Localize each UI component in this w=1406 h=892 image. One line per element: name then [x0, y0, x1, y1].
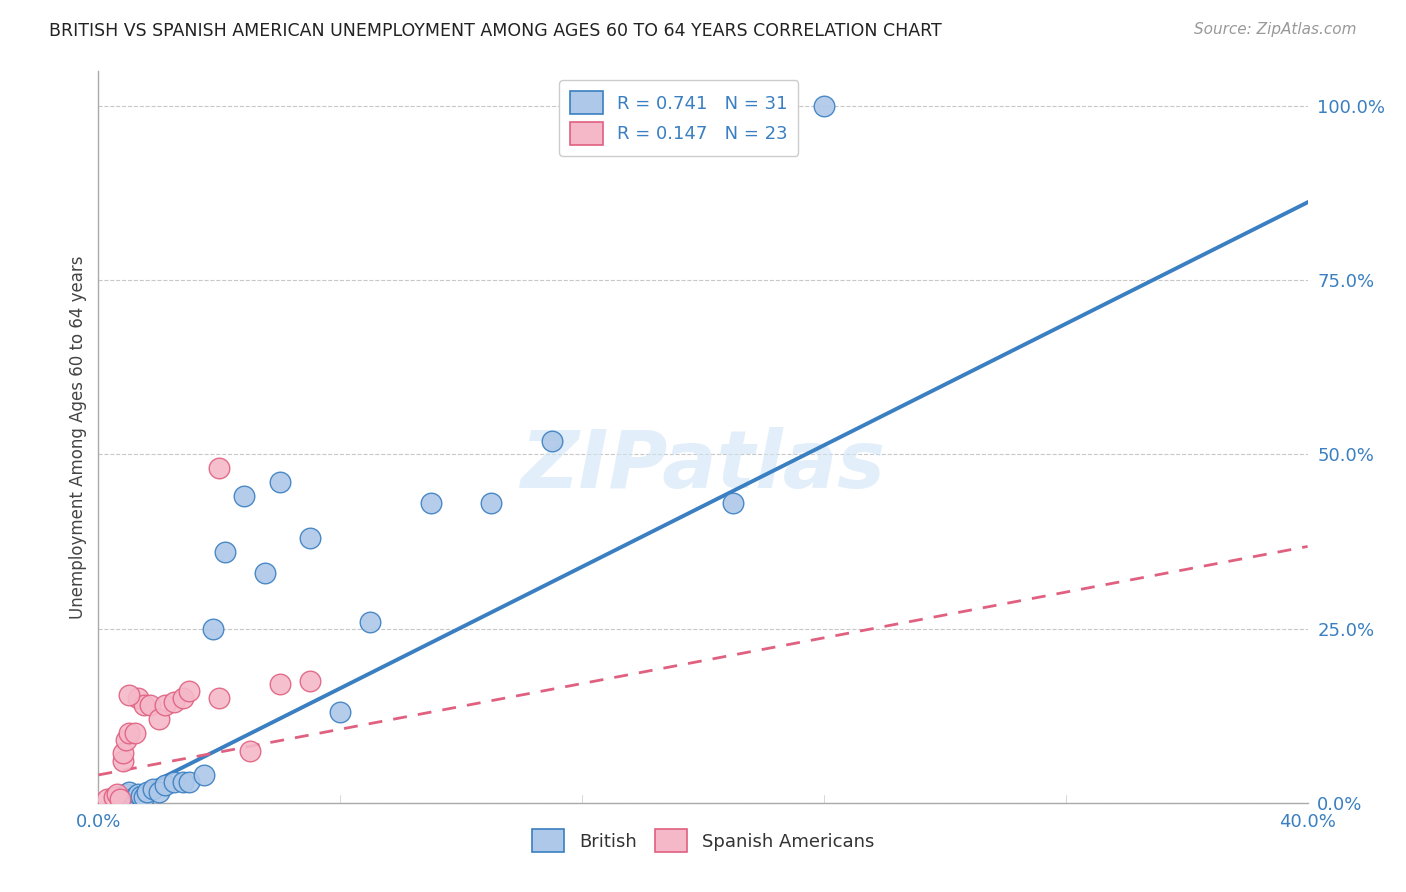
Point — [360, 615, 382, 629]
Point — [232, 489, 254, 503]
Point — [132, 790, 155, 805]
Point — [172, 691, 194, 706]
Point — [153, 778, 176, 792]
Point — [108, 789, 131, 803]
Point — [96, 792, 118, 806]
Point — [111, 754, 134, 768]
Point — [193, 768, 215, 782]
Point — [420, 496, 443, 510]
Point — [153, 698, 176, 713]
Point — [124, 726, 146, 740]
Point — [127, 788, 149, 802]
Point — [202, 622, 225, 636]
Point — [111, 746, 134, 760]
Point — [179, 775, 201, 789]
Point — [124, 790, 146, 805]
Point — [108, 792, 131, 806]
Point — [813, 99, 835, 113]
Point — [105, 788, 128, 802]
Point — [139, 698, 162, 713]
Point — [103, 792, 125, 806]
Point — [269, 475, 291, 490]
Y-axis label: Unemployment Among Ages 60 to 64 years: Unemployment Among Ages 60 to 64 years — [69, 255, 87, 619]
Point — [114, 788, 136, 802]
Point — [148, 712, 170, 726]
Point — [114, 733, 136, 747]
Point — [142, 781, 165, 796]
Point — [239, 743, 262, 757]
Point — [214, 545, 236, 559]
Point — [481, 496, 503, 510]
Point — [118, 688, 141, 702]
Point — [163, 695, 186, 709]
Point — [118, 785, 141, 799]
Point — [127, 691, 149, 706]
Point — [132, 698, 155, 713]
Point — [103, 790, 125, 805]
Text: ZIPatlas: ZIPatlas — [520, 427, 886, 506]
Point — [129, 789, 152, 803]
Text: Source: ZipAtlas.com: Source: ZipAtlas.com — [1194, 22, 1357, 37]
Point — [179, 684, 201, 698]
Point — [299, 673, 322, 688]
Point — [329, 705, 352, 719]
Point — [172, 775, 194, 789]
Point — [135, 785, 157, 799]
Point — [163, 775, 186, 789]
Point — [148, 785, 170, 799]
Point — [540, 434, 562, 448]
Point — [111, 790, 134, 805]
Point — [253, 566, 276, 580]
Legend: British, Spanish Americans: British, Spanish Americans — [524, 822, 882, 860]
Point — [208, 691, 231, 706]
Point — [723, 496, 745, 510]
Point — [208, 461, 231, 475]
Point — [269, 677, 291, 691]
Text: BRITISH VS SPANISH AMERICAN UNEMPLOYMENT AMONG AGES 60 TO 64 YEARS CORRELATION C: BRITISH VS SPANISH AMERICAN UNEMPLOYMENT… — [49, 22, 942, 40]
Point — [299, 531, 322, 545]
Point — [118, 792, 141, 806]
Point — [118, 726, 141, 740]
